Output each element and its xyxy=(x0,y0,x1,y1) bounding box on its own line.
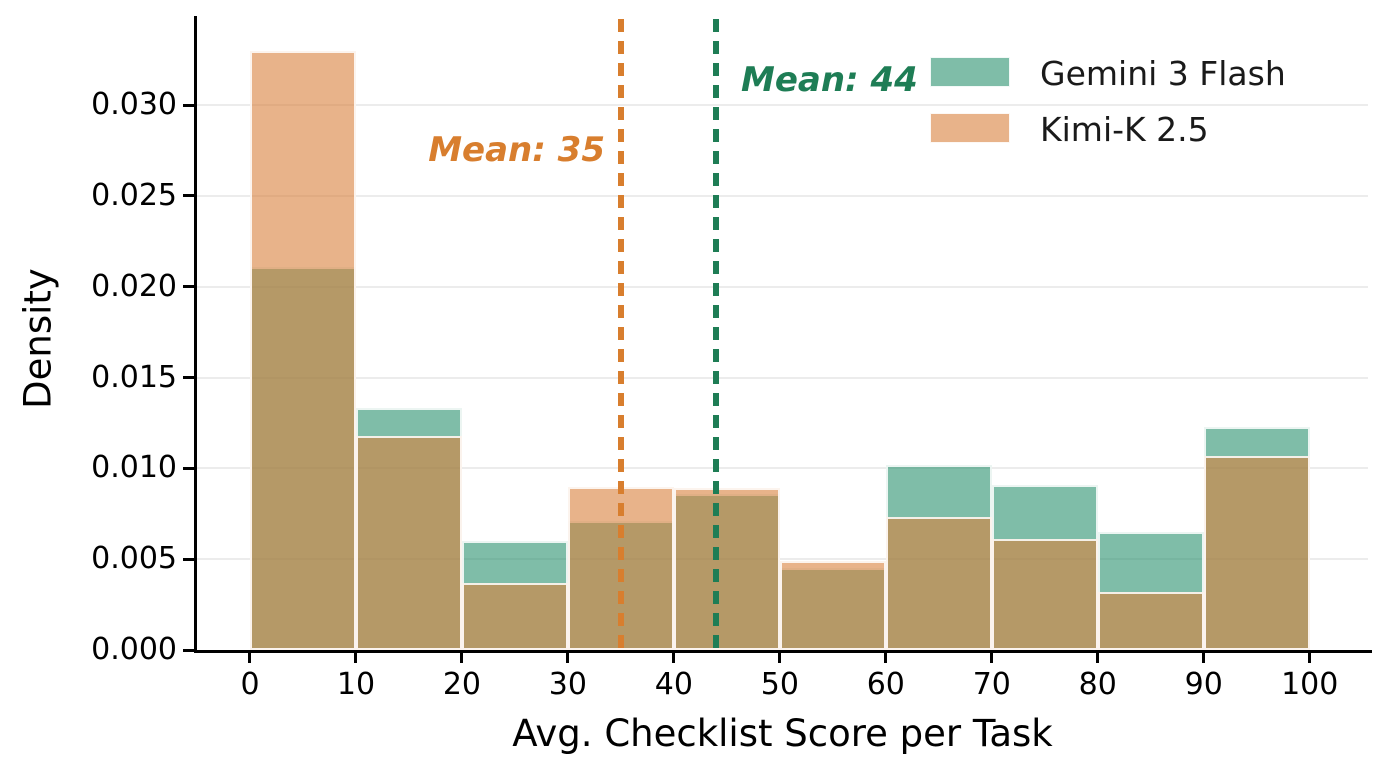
x-tick-label: 90 xyxy=(1184,667,1223,702)
x-tick-mark xyxy=(460,652,464,663)
x-tick-mark xyxy=(1096,652,1100,663)
x-tick-label: 0 xyxy=(240,667,260,702)
y-tick-mark xyxy=(183,376,194,380)
y-axis-title: Density xyxy=(16,268,60,409)
y-tick-label: 0.015 xyxy=(91,359,177,395)
y-tick-label: 0.030 xyxy=(91,87,177,123)
y-axis-spine xyxy=(194,16,197,653)
bar-kimi-bin-70 xyxy=(991,539,1098,650)
x-tick-label: 50 xyxy=(760,667,799,702)
x-tick-mark xyxy=(778,652,782,663)
kimi-legend-swatch xyxy=(930,113,1010,143)
y-tick-label: 0.020 xyxy=(91,268,177,304)
y-tick-label: 0.000 xyxy=(91,632,177,667)
x-axis-spine xyxy=(194,650,1372,653)
gridline xyxy=(197,285,1368,288)
gemini-mean-annotation: Mean: 44 xyxy=(741,60,918,100)
x-tick-mark xyxy=(1308,652,1312,663)
gemini-legend-swatch xyxy=(930,57,1010,87)
x-tick-label: 60 xyxy=(866,667,905,702)
x-tick-label: 30 xyxy=(548,667,587,702)
bar-kimi-bin-0 xyxy=(249,50,356,650)
y-tick-label: 0.025 xyxy=(91,177,177,213)
x-tick-mark xyxy=(566,652,570,663)
y-tick-label: 0.005 xyxy=(91,541,177,577)
y-tick-mark xyxy=(183,285,194,289)
x-tick-mark xyxy=(990,652,994,663)
bar-kimi-bin-90 xyxy=(1203,455,1310,650)
gridline xyxy=(197,104,1368,107)
x-tick-mark xyxy=(672,652,676,663)
bar-kimi-bin-40 xyxy=(673,488,780,650)
bar-kimi-bin-50 xyxy=(779,561,886,650)
y-tick-mark xyxy=(183,194,194,198)
bar-kimi-bin-60 xyxy=(885,517,992,650)
kimi-legend-label: Kimi-K 2.5 xyxy=(1040,110,1209,149)
x-tick-mark xyxy=(248,652,252,663)
y-tick-mark xyxy=(183,648,194,652)
x-axis-title: Avg. Checklist Score per Task xyxy=(512,712,1053,755)
bar-kimi-bin-80 xyxy=(1097,591,1204,650)
kimi-mean-annotation: Mean: 35 xyxy=(428,130,605,170)
y-tick-mark xyxy=(183,557,194,561)
gridline xyxy=(197,558,1368,561)
x-tick-label: 20 xyxy=(442,667,482,702)
x-tick-label: 80 xyxy=(1078,667,1117,702)
x-tick-mark xyxy=(354,652,358,663)
gemini-mean-line xyxy=(713,19,720,650)
gemini-legend-label: Gemini 3 Flash xyxy=(1040,54,1286,93)
x-tick-mark xyxy=(1202,652,1206,663)
gridline xyxy=(197,194,1368,197)
y-tick-label: 0.010 xyxy=(91,450,177,486)
gridline xyxy=(197,376,1368,379)
kimi-mean-line xyxy=(617,19,624,650)
x-tick-label: 70 xyxy=(972,667,1011,702)
y-tick-mark xyxy=(183,466,194,470)
y-tick-mark xyxy=(183,103,194,107)
gridline xyxy=(197,467,1368,470)
bar-kimi-bin-20 xyxy=(461,582,568,650)
x-tick-label: 40 xyxy=(654,667,693,702)
x-tick-label: 100 xyxy=(1281,667,1339,702)
x-tick-label: 10 xyxy=(336,667,376,702)
bar-kimi-bin-10 xyxy=(355,435,462,650)
x-tick-mark xyxy=(884,652,888,663)
